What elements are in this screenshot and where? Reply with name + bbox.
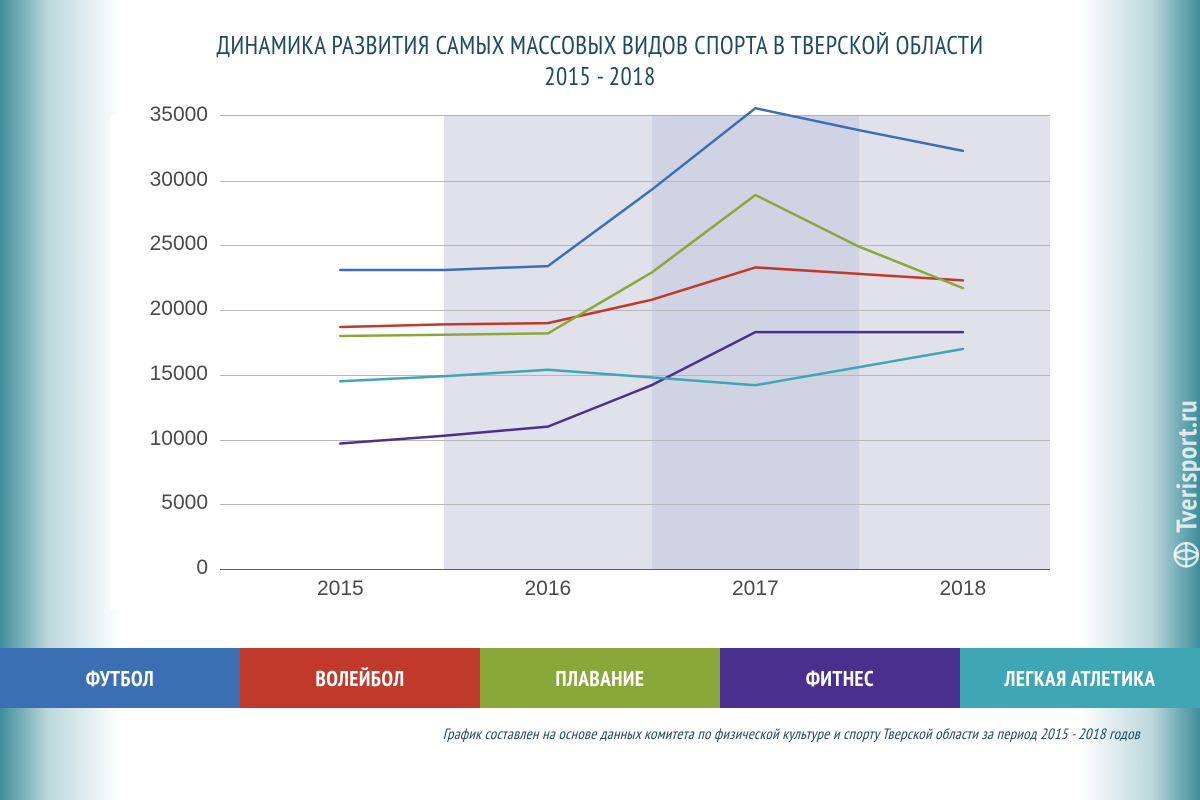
y-tick-label: 10000	[118, 427, 208, 451]
chart-footnote: График составлен на основе данных комите…	[443, 725, 1140, 744]
x-tick-label: 2017	[732, 577, 779, 601]
chart-title-line1: ДИНАМИКА РАЗВИТИЯ САМЫХ МАССОВЫХ ВИДОВ С…	[0, 30, 1200, 61]
line-series	[340, 195, 963, 336]
y-tick-label: 15000	[118, 362, 208, 386]
legend-label: ФУТБОЛ	[86, 665, 154, 692]
y-tick-label: 5000	[118, 491, 208, 515]
y-tick-label: 0	[118, 556, 208, 580]
y-tick-label: 35000	[118, 103, 208, 127]
chart-title: ДИНАМИКА РАЗВИТИЯ САМЫХ МАССОВЫХ ВИДОВ С…	[0, 30, 1200, 93]
line-series-svg	[220, 116, 1050, 569]
watermark-text: Tverisport.ru	[1168, 400, 1200, 533]
line-series	[340, 332, 963, 443]
legend-label: ВОЛЕЙБОЛ	[315, 665, 404, 692]
legend-item-volleyball: ВОЛЕЙБОЛ	[240, 648, 480, 708]
chart-title-line2: 2015 - 2018	[0, 61, 1200, 92]
legend-bar: ФУТБОЛ ВОЛЕЙБОЛ ПЛАВАНИЕ ФИТНЕС ЛЕГКАЯ А…	[0, 648, 1200, 708]
watermark: Tverisport.ru	[1168, 400, 1200, 569]
legend-item-fitness: ФИТНЕС	[720, 648, 960, 708]
y-tick-label: 20000	[118, 297, 208, 321]
legend-item-football: ФУТБОЛ	[0, 648, 240, 708]
x-tick-label: 2016	[524, 577, 571, 601]
page: ДИНАМИКА РАЗВИТИЯ САМЫХ МАССОВЫХ ВИДОВ С…	[0, 0, 1200, 800]
y-tick-label: 25000	[118, 232, 208, 256]
x-tick-label: 2018	[939, 577, 986, 601]
line-series	[340, 349, 963, 385]
legend-label: ФИТНЕС	[806, 665, 874, 692]
globe-icon	[1172, 541, 1200, 569]
legend-label: ЛЕГКАЯ АТЛЕТИКА	[1005, 665, 1156, 692]
legend-item-athletics: ЛЕГКАЯ АТЛЕТИКА	[960, 648, 1200, 708]
legend-label: ПЛАВАНИЕ	[556, 665, 645, 692]
x-tick-label: 2015	[317, 577, 364, 601]
line-series	[340, 267, 963, 327]
legend-item-swimming: ПЛАВАНИЕ	[480, 648, 720, 708]
plot-area	[220, 115, 1050, 570]
chart-area: 0500010000150002000025000300003500020152…	[110, 115, 1080, 610]
line-series	[340, 108, 963, 270]
y-tick-label: 30000	[118, 168, 208, 192]
